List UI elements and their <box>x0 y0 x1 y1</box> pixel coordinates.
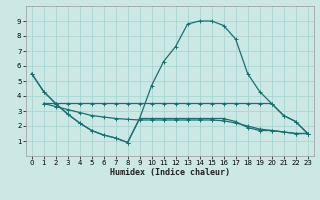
X-axis label: Humidex (Indice chaleur): Humidex (Indice chaleur) <box>109 168 230 177</box>
